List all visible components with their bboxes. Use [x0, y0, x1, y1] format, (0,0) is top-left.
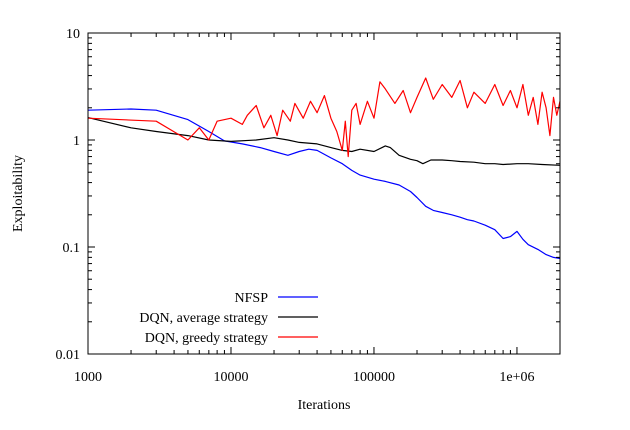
legend-label: DQN, average strategy [139, 311, 268, 326]
series-line-2 [87, 77, 561, 158]
plot-frame [87, 32, 561, 355]
axis-ticks: 1000 10000 100000 1e+06 0.01 0.1 1 10 [56, 27, 561, 385]
y-tick-label: 1 [73, 134, 80, 149]
x-tick-label: 10000 [213, 370, 248, 385]
legend-label: NFSP [235, 291, 269, 306]
x-tick-label: 1e+06 [499, 370, 534, 385]
x-tick-label: 1000 [74, 370, 102, 385]
y-tick-label: 0.01 [56, 348, 81, 363]
legend-label: DQN, greedy strategy [145, 331, 268, 346]
series-lines [87, 77, 561, 260]
legend: NFSP DQN, average strategy DQN, greedy str… [139, 291, 318, 346]
x-tick-label: 100000 [353, 370, 395, 385]
y-axis-label: Exploitability [11, 155, 26, 232]
x-axis-label: Iterations [298, 398, 351, 413]
series-line-1 [87, 117, 561, 166]
series-line-0 [87, 108, 561, 260]
y-tick-label: 10 [66, 27, 80, 42]
y-tick-label: 0.1 [63, 241, 81, 256]
